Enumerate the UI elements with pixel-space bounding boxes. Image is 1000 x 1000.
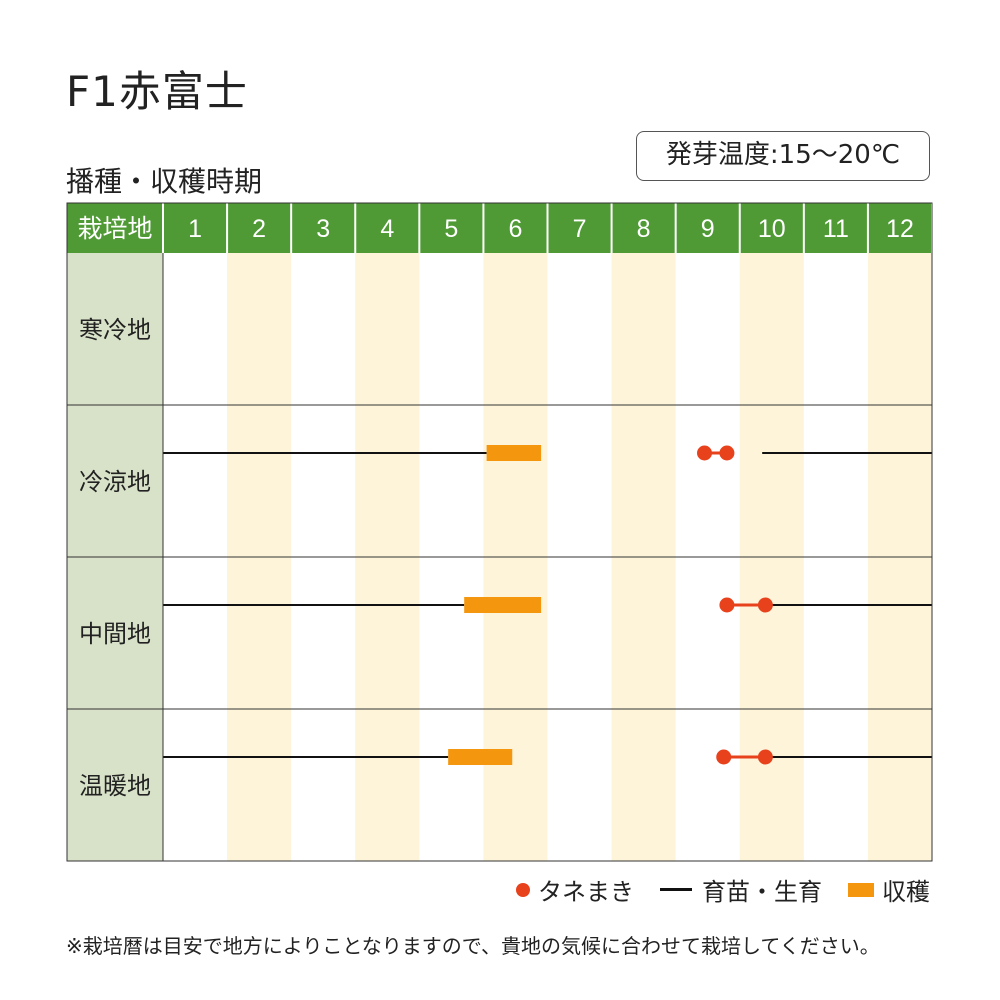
sowing-dot-icon [516,882,530,897]
month-tick-label: 4 [380,215,394,243]
month-tick-label: 11 [823,215,849,243]
legend-growing: 育苗・生育 [660,872,822,907]
month-tick-label: 9 [701,215,715,243]
growing-line-icon [660,888,692,891]
harvest-bar-icon [848,882,874,897]
legend-sowing: タネまき [516,872,634,907]
legend-growing-label: 育苗・生育 [702,878,822,906]
sowing-start-dot [716,749,732,765]
footer-note: ※栽培暦は目安で地方によりことなりますので、貴地の気候に合わせて栽培してください… [66,934,880,958]
harvest-bar [486,445,542,461]
legend-harvest-label: 収穫 [882,878,930,906]
page-title: F1赤富士 [66,67,248,116]
region-label: 冷涼地 [79,468,151,496]
sowing-start-dot [697,445,713,461]
germination-temp-badge: 発芽温度:15～20℃ [636,131,930,181]
sowing-end-dot [757,749,773,765]
region-label: 寒冷地 [79,316,151,344]
harvest-bar [448,749,513,765]
chart-border [66,202,933,862]
month-tick-label: 8 [637,215,651,243]
month-tick-label: 7 [573,215,587,243]
region-label: 温暖地 [79,772,151,800]
month-tick-label: 10 [758,215,786,243]
month-tick-label: 12 [886,215,914,243]
legend-harvest: 収穫 [848,872,930,907]
month-tick-label: 5 [444,215,458,243]
sowing-end-dot [757,597,773,613]
header-bar [67,203,932,253]
month-tick-label: 6 [509,215,523,243]
month-tick-label: 3 [316,215,330,243]
sowing-end-dot [719,445,735,461]
month-tick-label: 2 [252,215,266,243]
sowing-start-dot [719,597,735,613]
legend-sowing-label: タネまき [538,878,634,906]
region-label: 中間地 [79,620,151,648]
chart-legend: タネまき 育苗・生育 収穫 [490,872,930,907]
chart-subtitle: 播種・収穫時期 [66,165,263,198]
harvest-bar [464,597,542,613]
month-tick-label: 1 [188,215,202,243]
header-label: 栽培地 [77,214,152,243]
